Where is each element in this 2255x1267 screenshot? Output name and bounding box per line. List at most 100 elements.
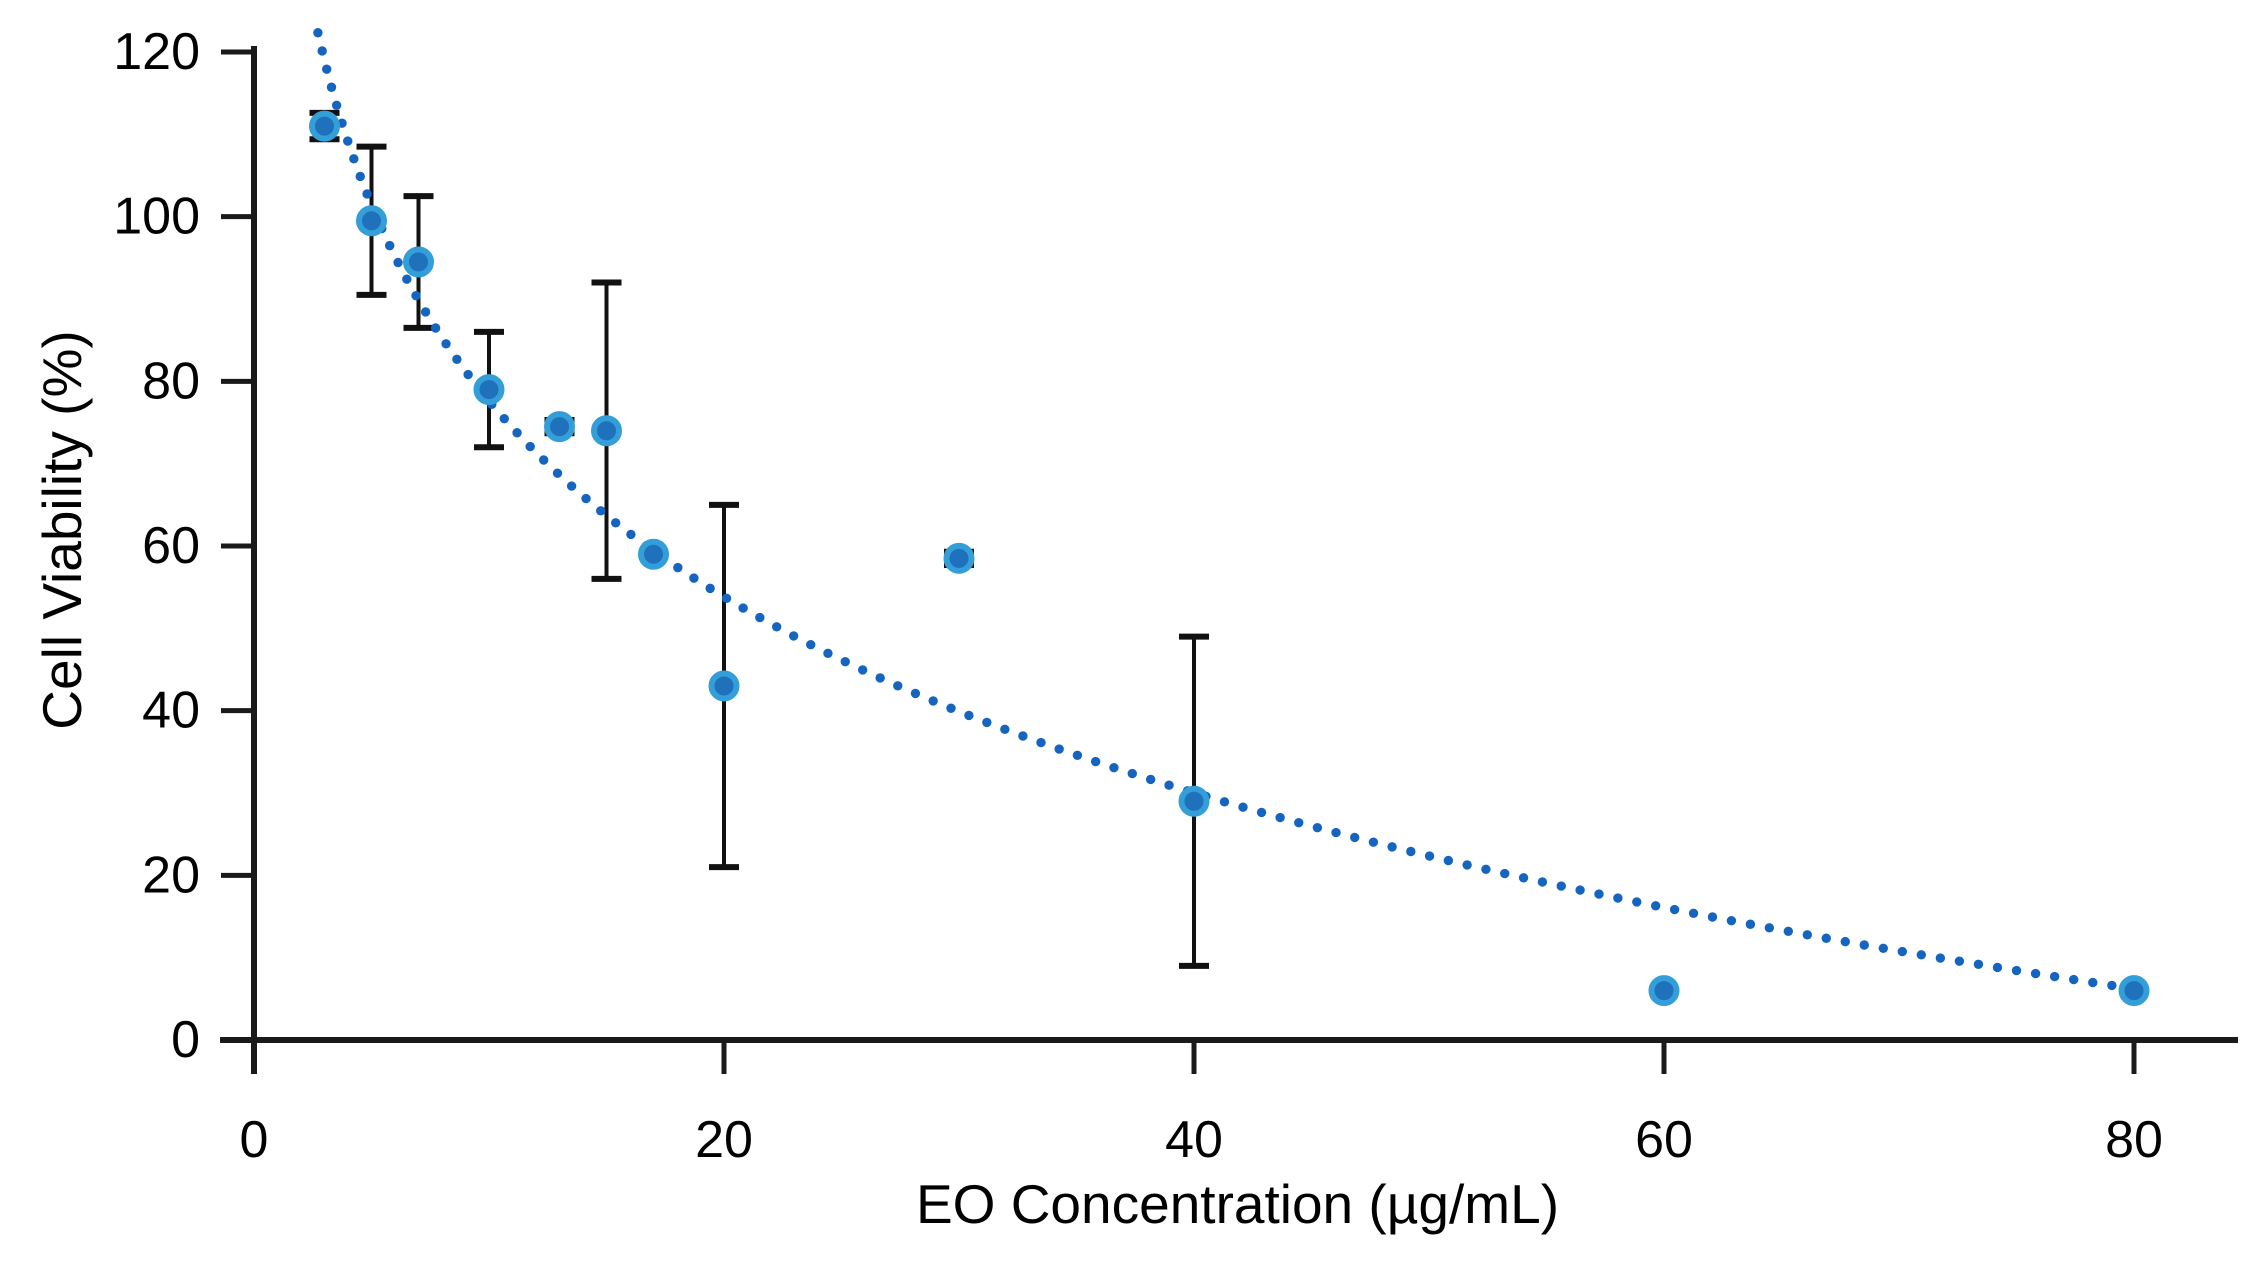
trendline-dot [1275, 812, 1285, 823]
trendline-dot [512, 428, 522, 438]
trendline-dot [910, 688, 921, 699]
x-axis-title: EO Concentration (µg/mL) [915, 1173, 1560, 1235]
trendline-dot [673, 562, 683, 573]
y-tick-label: 40 [142, 682, 200, 740]
trendline-dot [411, 290, 421, 301]
data-point-marker [356, 205, 387, 237]
trendline-dot [1840, 936, 1850, 947]
trendline-dot [1518, 873, 1529, 883]
trendline-dot [875, 673, 885, 683]
trendline-dot [313, 28, 323, 38]
trendline-dot [1783, 926, 1794, 937]
trendline-dot [1537, 877, 1548, 887]
trendline-dot [1462, 860, 1472, 870]
trendline-dot [1294, 817, 1304, 828]
trendline-dot [1821, 933, 1831, 943]
trendline-dot [349, 154, 359, 164]
trendline-dot [1219, 797, 1230, 807]
trendline-dot [326, 82, 337, 92]
trendline-dot [721, 593, 732, 604]
data-point-marker [1178, 785, 1210, 817]
trendline-dot [393, 257, 403, 268]
trendline-dot [946, 703, 956, 713]
trendline-dot [1594, 889, 1604, 899]
trendline-dot [441, 339, 451, 349]
data-point-marker [403, 246, 434, 278]
trendline-dot [1406, 846, 1416, 857]
trendline-dot [2030, 968, 2041, 979]
trendline-dot [1556, 881, 1566, 891]
data-point-marker [638, 538, 669, 570]
trendline-dot [1090, 756, 1101, 767]
trendline-dot [1802, 930, 1812, 940]
trendline-dot [1650, 901, 1661, 911]
axes-group [220, 46, 2238, 1074]
trendline-dot [317, 46, 327, 56]
data-point-marker [943, 542, 975, 574]
trendline-dot [1109, 762, 1119, 773]
trendline-dot [1256, 807, 1267, 818]
trendline-dot [1000, 724, 1010, 734]
trendline-dot [355, 171, 365, 182]
trendline-dot [1897, 946, 1908, 957]
trendline-dot [538, 455, 549, 465]
y-tick-label: 100 [113, 188, 200, 246]
data-point-marker [473, 374, 505, 406]
trendline-dot [964, 710, 974, 721]
trendline-dot [1349, 832, 1360, 843]
trendline-dot [1935, 953, 1946, 963]
trendline-dot [1036, 737, 1046, 748]
trendline-dot [1018, 731, 1028, 741]
trendline-dot [857, 665, 868, 675]
trendline-dot [581, 493, 591, 504]
data-point-marker [2118, 975, 2150, 1007]
data-point-marker [1648, 975, 1680, 1007]
trendline-dot [420, 307, 431, 317]
trendline-dot [2011, 965, 2022, 976]
trendline-dot [1127, 768, 1137, 779]
trendline-dot [1745, 919, 1756, 929]
x-tick-label: 80 [2105, 1111, 2163, 1169]
trendline-dot [343, 136, 353, 146]
trendline-dot [430, 323, 441, 333]
trendline-dot [1072, 750, 1083, 761]
trendline-dot [1164, 780, 1174, 790]
data-point-marker [591, 415, 622, 447]
trendline-dot [1992, 962, 2003, 973]
trendline-dot [1443, 855, 1454, 866]
trendline-dot [499, 413, 509, 424]
trendline-dot [840, 657, 850, 667]
trendline-dot [1238, 802, 1248, 812]
trendline-dot [1726, 915, 1737, 926]
trendline-dot [689, 573, 699, 583]
trendline-dot [385, 240, 395, 251]
markers-group [309, 110, 2150, 1007]
trendline-dot [2088, 977, 2098, 988]
trendline-dot [1632, 897, 1642, 907]
trendline-dot [552, 468, 563, 478]
trendline-dot [1859, 940, 1869, 950]
trendline-dot [463, 369, 473, 380]
trendline-dot [982, 717, 992, 728]
trendline-dot [1368, 837, 1379, 847]
trendline-dot [738, 603, 748, 613]
tick-labels-group: 0 20 40 60 80 100 120 0 20 40 60 80 [113, 23, 2163, 1169]
trendline-dot [1481, 864, 1491, 874]
trendline-dot [1613, 893, 1623, 903]
x-tick-label: 40 [1165, 1111, 1223, 1169]
trendline-dot [525, 441, 535, 452]
trendline-dot [2069, 974, 2079, 985]
trendline-dot [788, 631, 799, 641]
y-tick-label: 20 [142, 846, 200, 904]
trendline-dot [1387, 842, 1397, 852]
trendline-dot [806, 640, 816, 650]
trendline-dot [2049, 971, 2060, 982]
trendline-dot [322, 64, 332, 74]
trendline-dot [626, 529, 636, 540]
trendline-dot [1973, 959, 1984, 970]
trendline-dot [596, 506, 606, 516]
y-tick-label: 120 [113, 23, 200, 81]
trendline-dot [362, 189, 372, 199]
